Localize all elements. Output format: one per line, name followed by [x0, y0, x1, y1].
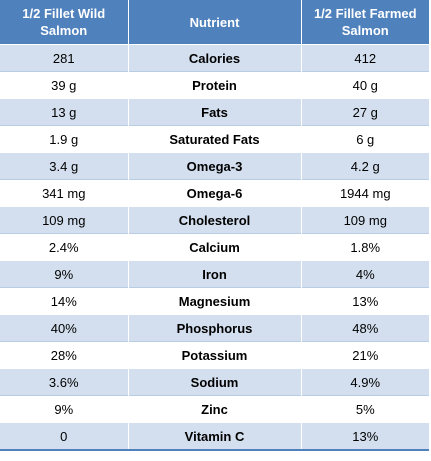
farmed-value-cell: 4.9% [301, 368, 429, 396]
farmed-value-cell: 1.8% [301, 233, 429, 261]
farmed-value-cell: 5% [301, 395, 429, 423]
farmed-value-cell: 6 g [301, 125, 429, 153]
nutrient-name-cell: Cholesterol [128, 206, 302, 234]
wild-value-cell: 0 [0, 422, 129, 449]
nutrient-name-cell: Zinc [128, 395, 302, 423]
header-wild-salmon: 1/2 Fillet Wild Salmon [0, 0, 129, 45]
farmed-value-cell: 13% [301, 422, 429, 449]
nutrient-name-cell: Vitamin C [128, 422, 302, 449]
wild-value-cell: 3.4 g [0, 152, 129, 180]
header-nutrient: Nutrient [128, 0, 302, 45]
table-row: 281 Calories 412 [0, 44, 429, 72]
table-row: 9% Zinc 5% [0, 395, 429, 423]
nutrient-name-cell: Phosphorus [128, 314, 302, 342]
wild-value-cell: 109 mg [0, 206, 129, 234]
wild-value-cell: 2.4% [0, 233, 129, 261]
nutrient-name-cell: Calcium [128, 233, 302, 261]
table-body: 281 Calories 412 39 g Protein 40 g 13 g Fats 27 … [0, 44, 429, 449]
nutrient-name-cell: Sodium [128, 368, 302, 396]
nutrient-name-cell: Protein [128, 71, 302, 99]
table-row: 9% Iron 4% [0, 260, 429, 288]
wild-value-cell: 9% [0, 395, 129, 423]
farmed-value-cell: 4% [301, 260, 429, 288]
table-row: 14% Magnesium 13% [0, 287, 429, 315]
farmed-value-cell: 40 g [301, 71, 429, 99]
nutrient-name-cell: Saturated Fats [128, 125, 302, 153]
table-row: 28% Potassium 21% [0, 341, 429, 369]
table-row: 39 g Protein 40 g [0, 71, 429, 99]
nutrient-name-cell: Potassium [128, 341, 302, 369]
nutrient-name-cell: Iron [128, 260, 302, 288]
farmed-value-cell: 4.2 g [301, 152, 429, 180]
table-row: 2.4% Calcium 1.8% [0, 233, 429, 261]
nutrient-name-cell: Omega-3 [128, 152, 302, 180]
wild-value-cell: 39 g [0, 71, 129, 99]
table-row: 40% Phosphorus 48% [0, 314, 429, 342]
farmed-value-cell: 1944 mg [301, 179, 429, 207]
nutrition-table: 1/2 Fillet Wild Salmon Nutrient 1/2 Fill… [0, 0, 429, 449]
farmed-value-cell: 109 mg [301, 206, 429, 234]
table-row: 109 mg Cholesterol 109 mg [0, 206, 429, 234]
wild-value-cell: 341 mg [0, 179, 129, 207]
header-farmed-salmon: 1/2 Fillet Farmed Salmon [301, 0, 429, 45]
wild-value-cell: 3.6% [0, 368, 129, 396]
nutrient-name-cell: Magnesium [128, 287, 302, 315]
table-row: 13 g Fats 27 g [0, 98, 429, 126]
farmed-value-cell: 13% [301, 287, 429, 315]
table-row: 341 mg Omega-6 1944 mg [0, 179, 429, 207]
farmed-value-cell: 48% [301, 314, 429, 342]
wild-value-cell: 1.9 g [0, 125, 129, 153]
wild-value-cell: 9% [0, 260, 129, 288]
nutrient-name-cell: Fats [128, 98, 302, 126]
wild-value-cell: 28% [0, 341, 129, 369]
farmed-value-cell: 412 [301, 44, 429, 72]
nutrient-name-cell: Calories [128, 44, 302, 72]
table-row: 1.9 g Saturated Fats 6 g [0, 125, 429, 153]
table-row: 0 Vitamin C 13% [0, 422, 429, 449]
wild-value-cell: 13 g [0, 98, 129, 126]
wild-value-cell: 281 [0, 44, 129, 72]
bottom-rule [0, 449, 429, 451]
table-row: 3.4 g Omega-3 4.2 g [0, 152, 429, 180]
table-header: 1/2 Fillet Wild Salmon Nutrient 1/2 Fill… [0, 0, 429, 45]
header-row: 1/2 Fillet Wild Salmon Nutrient 1/2 Fill… [0, 0, 429, 45]
table-row: 3.6% Sodium 4.9% [0, 368, 429, 396]
farmed-value-cell: 27 g [301, 98, 429, 126]
wild-value-cell: 14% [0, 287, 129, 315]
wild-value-cell: 40% [0, 314, 129, 342]
nutrient-name-cell: Omega-6 [128, 179, 302, 207]
farmed-value-cell: 21% [301, 341, 429, 369]
